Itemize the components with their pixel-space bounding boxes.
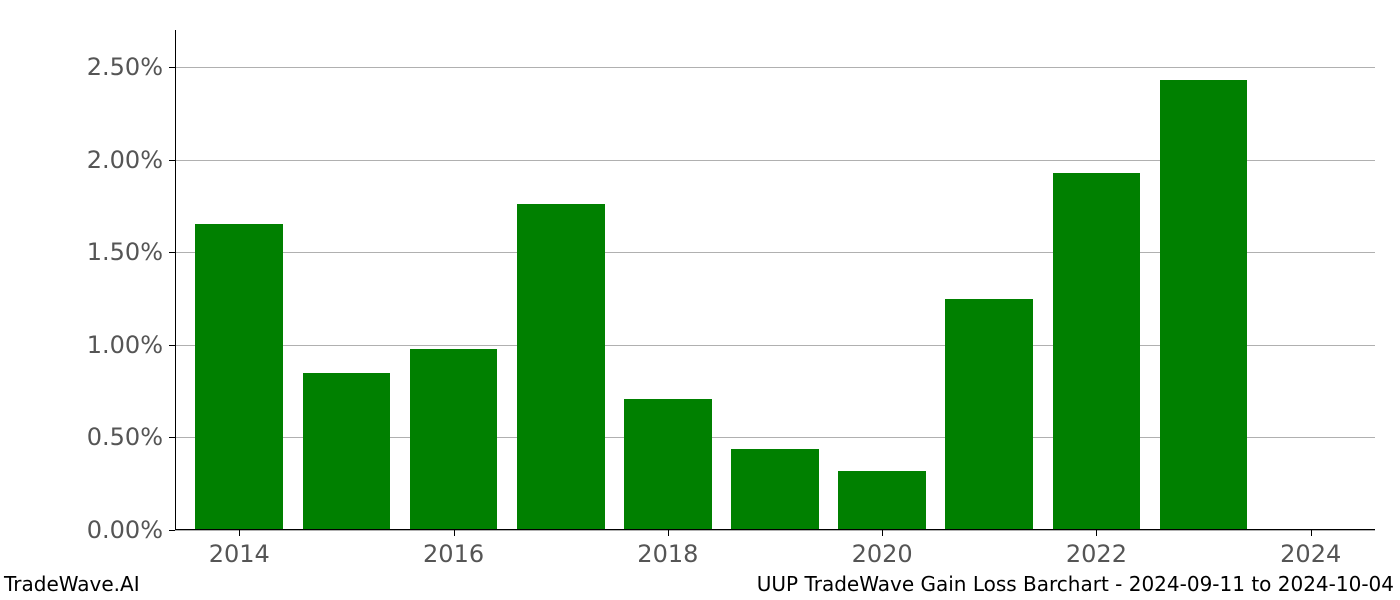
xtick-label: 2022 (1066, 530, 1127, 568)
bar (731, 449, 819, 530)
ytick-label: 2.50% (87, 53, 175, 81)
bar (1053, 173, 1141, 530)
bar (410, 349, 498, 530)
axis-bottom (175, 529, 1375, 530)
footer-caption: UUP TradeWave Gain Loss Barchart - 2024-… (757, 572, 1394, 596)
xtick-label: 2014 (209, 530, 270, 568)
plot-area: 0.00%0.50%1.00%1.50%2.00%2.50%2014201620… (175, 30, 1375, 530)
xtick-label: 2024 (1280, 530, 1341, 568)
ytick-label: 0.00% (87, 516, 175, 544)
xtick-label: 2020 (852, 530, 913, 568)
bar (303, 373, 391, 530)
ytick-label: 0.50% (87, 423, 175, 451)
bar (945, 299, 1033, 530)
ytick-label: 1.00% (87, 331, 175, 359)
chart-container: 0.00% 0.50% 1.00% 1.50% 2.00% 2.50% 2014 2016 20… (0, 0, 1400, 600)
axis-left (175, 30, 176, 530)
bar (517, 204, 605, 530)
gridline-y (175, 530, 1375, 531)
xtick-label: 2016 (423, 530, 484, 568)
gridline-y (175, 67, 1375, 68)
footer-brand: TradeWave.AI (4, 572, 140, 596)
ytick-label: 2.00% (87, 146, 175, 174)
bar (624, 399, 712, 530)
bar (195, 224, 283, 530)
bar (1160, 80, 1248, 530)
bar (838, 471, 926, 530)
ytick-label: 1.50% (87, 238, 175, 266)
xtick-label: 2018 (637, 530, 698, 568)
